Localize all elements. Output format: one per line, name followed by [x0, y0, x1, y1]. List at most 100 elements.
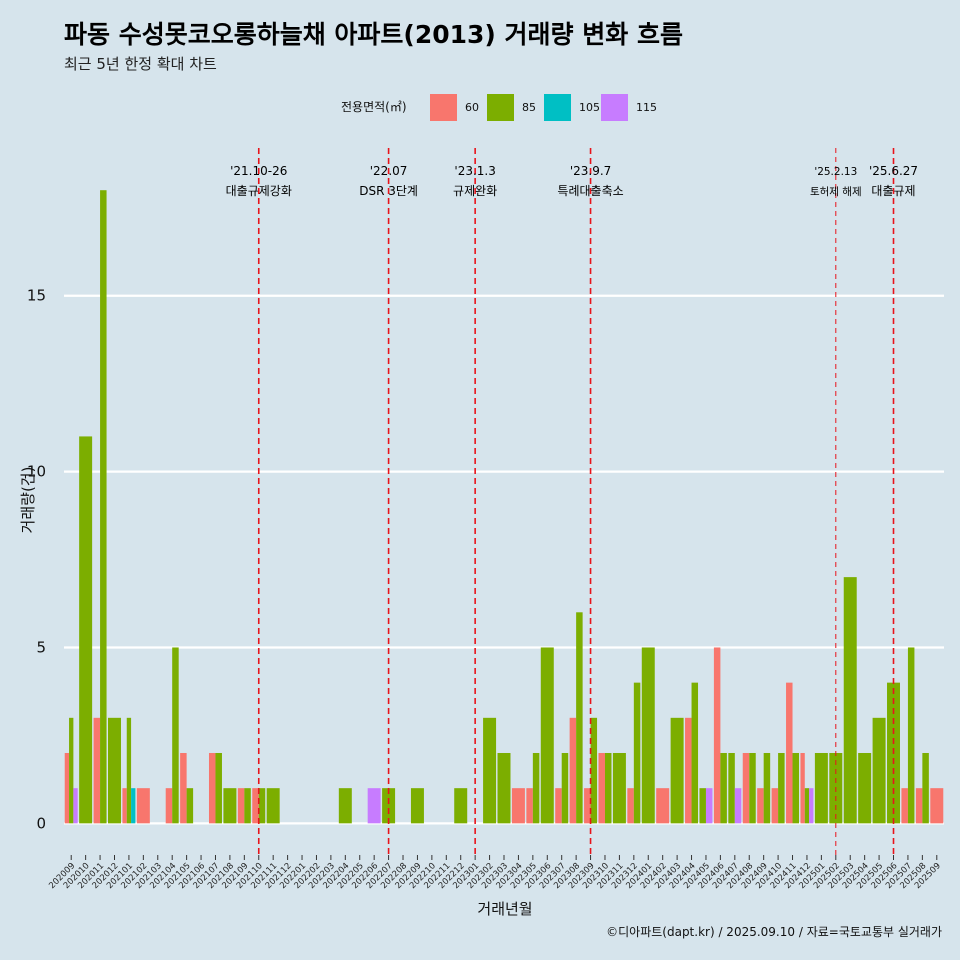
bar-60-202406 [713, 647, 721, 824]
bar-85-202409 [763, 752, 771, 824]
bar-115-202009 [73, 788, 78, 824]
bar-60-202305 [526, 788, 533, 824]
bar-85-202508 [922, 752, 929, 824]
event-label-202207: DSR 3단계 [359, 184, 418, 198]
event-label-202110: 대출규제강화 [226, 184, 292, 198]
bar-85-202204 [338, 788, 352, 824]
bar-85-202411 [792, 752, 800, 824]
event-label-202506: 대출규제 [871, 184, 915, 198]
bar-85-202212 [454, 788, 468, 824]
bar-85-202101 [126, 717, 132, 824]
legend-key-105 [544, 94, 571, 121]
bar-85-202309 [590, 717, 598, 824]
bar-85-202404 [691, 682, 699, 824]
bar-115-202206 [367, 788, 381, 824]
bar-85-202209 [410, 788, 424, 824]
bar-85-202406 [720, 752, 727, 824]
bar-85-202207 [382, 788, 396, 824]
legend-key-60 [430, 94, 457, 121]
event-date-202301: '23.1.3 [454, 164, 495, 178]
bar-85-202305 [532, 752, 540, 824]
bar-105-202101 [131, 788, 136, 824]
bar-60-202011 [93, 717, 101, 824]
bar-60-202412 [800, 752, 805, 824]
x-axis-title: 거래년월 [477, 900, 532, 918]
legend: 전용면적(㎡) 60 85 105 115 [341, 94, 657, 121]
bar-85-202412 [804, 788, 810, 824]
legend-title: 전용면적(㎡) [341, 100, 407, 114]
x-axis: 2020092020102020112020122021012021022021… [47, 855, 943, 891]
bar-115-202412 [809, 788, 814, 824]
bar-60-202309 [584, 788, 591, 824]
y-tick-label: 5 [36, 638, 46, 656]
bar-85-202403 [670, 717, 684, 824]
bar-60-202109 [237, 788, 245, 824]
legend-label-85: 85 [522, 101, 536, 114]
bar-85-202009 [69, 717, 74, 824]
bar-60-202105 [180, 752, 187, 824]
chart-subtitle: 최근 5년 한정 확대 차트 [64, 55, 217, 73]
legend-label-115: 115 [636, 101, 657, 114]
bar-60-202009 [64, 752, 70, 824]
bar-60-202310 [598, 752, 605, 824]
bar-85-202109 [244, 788, 251, 824]
y-tick-label: 15 [27, 287, 46, 305]
bar-115-202407 [734, 788, 742, 824]
y-tick-label: 0 [36, 814, 46, 832]
bar-85-202302 [483, 717, 497, 824]
bar-60-202307 [555, 788, 562, 824]
legend-label-105: 105 [579, 101, 600, 114]
bar-85-202312 [633, 682, 641, 824]
bar-60-202508 [915, 788, 923, 824]
event-date-202502: '25.2.13 [814, 166, 857, 178]
chart-title: 파동 수성못코오롱하늘채 아파트(2013) 거래량 변화 흐름 [64, 20, 683, 49]
bar-85-202410 [778, 752, 785, 824]
bar-60-202411 [786, 682, 793, 824]
bar-85-202308 [576, 612, 583, 824]
bar-85-202407 [728, 752, 735, 824]
bar-85-202504 [858, 752, 872, 824]
event-label-202301: 규제완화 [453, 184, 497, 198]
bar-85-202306 [540, 647, 554, 824]
event-date-202207: '22.07 [370, 164, 408, 178]
bar-85-202110 [258, 788, 266, 824]
event-annotations: '21.10-26 대출규제강화 '22.07 DSR 3단계 '23.1.3 규제완화 '… [226, 164, 918, 198]
bar-85-202012 [108, 717, 121, 824]
bar-85-202503 [843, 577, 857, 824]
bar-85-202505 [872, 717, 886, 824]
bar-60-202304 [511, 788, 525, 824]
legend-key-85 [487, 94, 514, 121]
bar-60-202410 [771, 788, 779, 824]
event-label-202309: 특례대출축소 [557, 184, 623, 198]
bar-60-202509 [930, 788, 944, 824]
bars [64, 190, 944, 824]
bar-60-202402 [656, 788, 670, 824]
bar-60-202408 [742, 752, 750, 824]
event-date-202309: '23.9.7 [570, 164, 611, 178]
bar-85-202108 [223, 788, 237, 824]
bar-60-202404 [685, 717, 692, 824]
event-label-202502: 토허제 해제 [810, 185, 862, 198]
bar-85-202303 [497, 752, 511, 824]
bar-85-202507 [907, 647, 915, 824]
bar-85-202011 [100, 190, 107, 824]
y-axis: 0 5 10 15 [27, 287, 46, 833]
grid [64, 294, 944, 825]
legend-label-60: 60 [465, 101, 479, 114]
bar-60-202312 [627, 788, 634, 824]
event-date-202506: '25.6.27 [869, 164, 918, 178]
bar-60-202507 [901, 788, 908, 824]
bar-115-202405 [705, 788, 713, 824]
bar-85-202310 [604, 752, 612, 824]
bar-60-202308 [569, 717, 577, 824]
bar-60-202110 [252, 788, 259, 824]
bar-60-202409 [757, 788, 764, 824]
bar-60-202104 [165, 788, 173, 824]
bar-85-202111 [266, 788, 280, 824]
bar-85-202105 [186, 788, 194, 824]
event-lines [257, 148, 895, 855]
bar-85-202405 [699, 788, 706, 824]
legend-key-115 [601, 94, 628, 121]
bar-85-202501 [814, 752, 828, 824]
y-tick-label: 10 [27, 463, 46, 481]
